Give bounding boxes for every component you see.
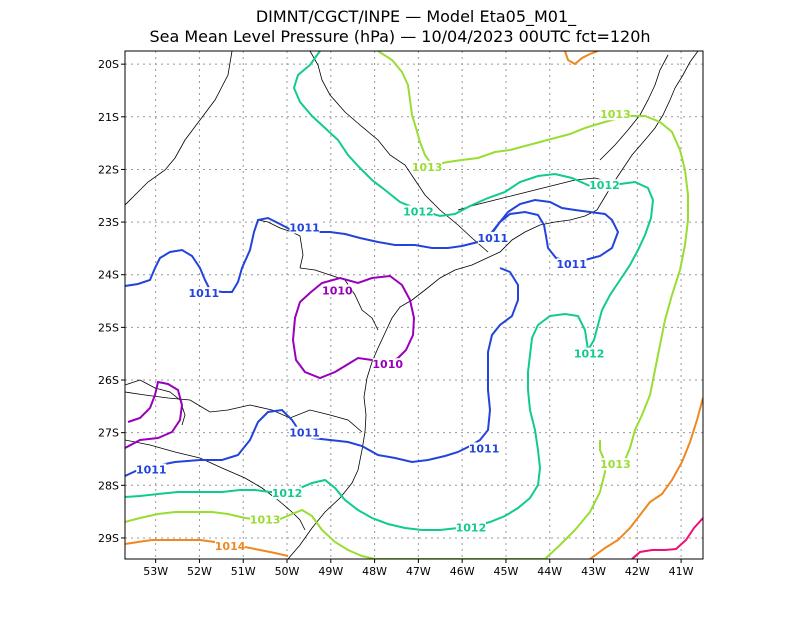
contour-label-bg xyxy=(372,358,403,371)
x-tick-label: 41W xyxy=(669,565,694,578)
contour-label-bg xyxy=(556,258,587,271)
contour-label-bg xyxy=(574,347,605,360)
contour-label-1012: 1012 xyxy=(272,487,303,500)
isobar-1013-south xyxy=(125,460,606,559)
contour-label-bg xyxy=(600,458,631,471)
y-tick-label: 29S xyxy=(98,532,119,545)
state-border-mg-rj xyxy=(457,177,611,211)
isobar-1010-west xyxy=(125,380,184,449)
contour-label-1011: 1011 xyxy=(189,287,220,300)
x-tick-label: 53W xyxy=(143,565,168,578)
contour-label-bg xyxy=(289,221,320,234)
contour-label-bg xyxy=(403,205,434,218)
axes: 53W 52W 51W 50W 49W 48W 47W 46W 45W 44W 43W 42W 41W 2… xyxy=(98,58,694,578)
contour-label-bg xyxy=(412,160,443,173)
title-line-1: DIMNT/CGCT/INPE — Model Eta05_M01_ xyxy=(256,7,577,27)
y-tick-label: 20S xyxy=(98,58,119,71)
contour-label-1010: 1010 xyxy=(372,358,403,371)
contour-label-bg xyxy=(136,463,167,476)
contour-label-1013: 1013 xyxy=(600,458,631,471)
contour-label-bg xyxy=(469,442,500,455)
coastline xyxy=(287,51,699,559)
contour-label-1010: 1010 xyxy=(322,285,353,298)
contour-label-1011: 1011 xyxy=(289,427,320,440)
x-tick-label: 44W xyxy=(537,565,562,578)
x-tick-label: 48W xyxy=(362,565,387,578)
x-tick-label: 49W xyxy=(318,565,343,578)
x-tick-label: 43W xyxy=(581,565,606,578)
isobar-1012-north xyxy=(292,51,655,351)
contour-label-bg xyxy=(322,284,353,297)
contour-labels: 1010 1010 1011 1011 1011 1011 1011 1011 1011 1012… xyxy=(136,108,631,553)
x-tick-label: 52W xyxy=(187,565,212,578)
state-border-pr-sc xyxy=(125,391,363,433)
contour-label-1014: 1014 xyxy=(215,540,246,553)
isobar-1012-south xyxy=(125,312,589,531)
lat-lon-grid xyxy=(125,51,703,559)
contour-label-1011: 1011 xyxy=(289,221,320,234)
contour-label-1013: 1013 xyxy=(600,108,631,121)
contour-label-1011: 1011 xyxy=(136,464,167,477)
contour-label-1013: 1013 xyxy=(412,161,443,174)
contour-label-bg xyxy=(589,179,620,192)
isobar-1014-south xyxy=(125,539,289,557)
y-tick-label: 26S xyxy=(98,374,119,387)
contour-label-bg xyxy=(600,108,631,121)
isobar-1013-north xyxy=(377,51,689,467)
y-tick-label: 25S xyxy=(98,321,119,334)
contour-label-1011: 1011 xyxy=(556,258,587,271)
contour-label-1012: 1012 xyxy=(589,179,620,192)
contour-label-bg xyxy=(188,287,219,300)
contour-label-1011: 1011 xyxy=(469,442,500,455)
contour-label-1012: 1012 xyxy=(456,521,487,534)
contour-label-bg xyxy=(477,231,508,244)
x-tick-label: 51W xyxy=(231,565,256,578)
state-border-sp-mg xyxy=(309,51,489,253)
contour-label-1013: 1013 xyxy=(250,514,281,527)
y-tick-label: 28S xyxy=(98,479,119,492)
state-border-mg-es xyxy=(599,54,669,161)
title-line-2: Sea Mean Level Pressure (hPa) — 10/04/20… xyxy=(149,27,650,46)
isobar-1014-north xyxy=(564,51,599,66)
isobar-1011-south xyxy=(125,267,519,477)
isobar-1015-east xyxy=(631,517,703,559)
y-tick-label: 23S xyxy=(98,216,119,229)
y-tick-label: 21S xyxy=(98,111,119,124)
x-tick-label: 50W xyxy=(275,565,300,578)
coastline-borders xyxy=(125,51,699,559)
river-parana xyxy=(125,51,233,206)
country-border-ar xyxy=(125,379,186,426)
contour-label-bg xyxy=(250,513,281,526)
y-tick-label: 22S xyxy=(98,163,119,176)
x-tick-label: 45W xyxy=(494,565,519,578)
isobar-1014-east xyxy=(589,397,703,559)
x-tick-label: 47W xyxy=(406,565,431,578)
contour-label-bg xyxy=(215,539,246,552)
y-tick-label: 27S xyxy=(98,427,119,440)
state-border-sc-rs xyxy=(125,439,306,531)
map-frame xyxy=(124,50,704,560)
contour-label-bg xyxy=(272,487,303,500)
pressure-contours xyxy=(125,51,703,559)
x-tick-label: 42W xyxy=(625,565,650,578)
contour-label-bg xyxy=(455,521,486,534)
x-tick-label: 46W xyxy=(450,565,475,578)
contour-label-1012: 1012 xyxy=(574,348,605,361)
y-tick-label: 24S xyxy=(98,269,119,282)
contour-label-1011: 1011 xyxy=(478,232,509,245)
contour-label-bg xyxy=(289,426,320,439)
contour-label-1012: 1012 xyxy=(403,206,434,219)
